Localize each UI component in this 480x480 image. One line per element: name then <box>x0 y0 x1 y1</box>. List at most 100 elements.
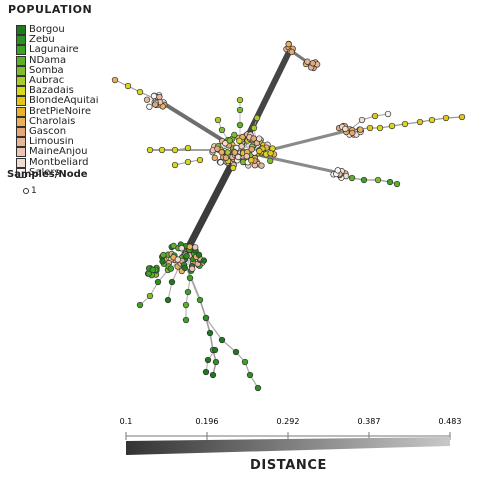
network-node <box>428 116 436 124</box>
legend-label: Gascon <box>29 126 67 137</box>
network-node <box>241 358 249 366</box>
network-node <box>236 121 244 129</box>
network-node <box>224 149 231 156</box>
scale-tick-label: 0.483 <box>439 417 462 426</box>
legend-item-aubrac: Aubrac <box>16 76 98 87</box>
scale-tick-label: 0.196 <box>196 417 219 426</box>
network-node <box>342 125 349 133</box>
network-edge <box>179 148 242 262</box>
network-node <box>217 159 224 166</box>
network-node <box>267 150 274 157</box>
legend-item-gascon: Gascon <box>16 127 98 137</box>
network-node <box>189 265 196 272</box>
network-node <box>248 157 255 164</box>
network-node <box>401 120 409 128</box>
legend-swatch <box>16 45 26 56</box>
legend-item-charolais: Charolais <box>16 117 98 127</box>
legend-label: Lagunaire <box>29 45 79 56</box>
network-node <box>231 149 238 156</box>
population-legend: Borgou Zebu Lagunaire NDama Somba Aubrac Bazad… <box>16 25 98 178</box>
legend-item-lagunaire: Lagunaire <box>16 45 98 56</box>
network-node <box>152 101 159 108</box>
network-node <box>393 180 401 188</box>
legend-swatch <box>16 86 26 97</box>
network-node <box>160 251 167 259</box>
legend-label: Salers <box>29 167 60 178</box>
network-node <box>136 88 144 96</box>
network-edge <box>260 154 342 175</box>
network-node <box>168 278 176 286</box>
network-node <box>174 256 181 263</box>
legend-item-blondeaquitaine: BlondeAquitaine <box>16 96 98 107</box>
legend-label: Somba <box>29 65 64 76</box>
network-node <box>218 126 226 134</box>
network-node <box>442 114 450 122</box>
network-node <box>267 157 274 165</box>
legend-swatch <box>16 55 26 66</box>
network-node <box>348 174 356 182</box>
network-node <box>349 129 356 137</box>
network-node <box>386 178 394 186</box>
network-edge <box>199 299 207 319</box>
legend-swatch <box>16 126 26 137</box>
network-node <box>211 346 219 354</box>
legend-label: Limousin <box>29 137 74 148</box>
legend-swatch <box>16 25 26 36</box>
network-node <box>214 116 222 124</box>
network-node <box>288 48 295 56</box>
network-node <box>250 124 258 132</box>
network-node <box>231 131 238 139</box>
network-node <box>458 113 466 121</box>
network-node <box>366 124 374 132</box>
network-node <box>232 348 240 356</box>
network-node <box>156 93 163 101</box>
network-edge <box>205 317 223 341</box>
network-node <box>204 356 212 364</box>
legend-swatch <box>16 35 26 46</box>
network-node <box>181 264 189 272</box>
network-node <box>149 266 157 274</box>
legend-item-limousin: Limousin <box>16 137 98 148</box>
network-node <box>186 274 194 282</box>
network-node <box>256 135 263 142</box>
legend-item-borgou: Borgou <box>16 25 98 36</box>
network-node <box>171 161 179 169</box>
network-node <box>222 140 229 147</box>
network-node <box>416 118 424 126</box>
legend-label: Borgou <box>29 25 65 36</box>
legend-item-ndama: NDama <box>16 56 98 66</box>
network-node <box>334 167 341 174</box>
legend-item-zebu: Zebu <box>16 35 98 46</box>
legend-item-montbeliard: Montbeliard <box>16 157 98 168</box>
legend-item-somba: Somba <box>16 66 98 76</box>
network-node <box>218 336 226 344</box>
network-node <box>158 146 166 154</box>
network-node <box>304 58 311 65</box>
network-node <box>285 41 292 48</box>
legend-label: NDama <box>29 55 67 66</box>
scale-tick-label: 0.387 <box>358 417 381 426</box>
legend-label: BretPieNoire <box>29 106 91 117</box>
distance-gradient-wedge <box>126 437 450 455</box>
network-node <box>186 243 194 250</box>
network-node <box>358 116 366 124</box>
node-size-legend-title: Samples/Node <box>7 169 88 180</box>
network-node <box>159 258 166 265</box>
legend-label: Bazadais <box>29 86 74 97</box>
network-node <box>182 301 190 309</box>
network-node <box>206 329 214 337</box>
network-node <box>236 96 244 104</box>
network-node <box>226 137 233 144</box>
network-node <box>211 154 218 161</box>
network-node <box>235 153 242 161</box>
legend-swatch <box>16 116 26 127</box>
network-node <box>202 314 210 322</box>
network-node <box>200 257 208 264</box>
network-node <box>202 368 210 376</box>
network-edges <box>114 43 463 389</box>
network-node <box>111 76 119 84</box>
network-node <box>371 112 379 120</box>
network-node <box>184 288 192 296</box>
node-size-label: 1 <box>31 186 37 196</box>
